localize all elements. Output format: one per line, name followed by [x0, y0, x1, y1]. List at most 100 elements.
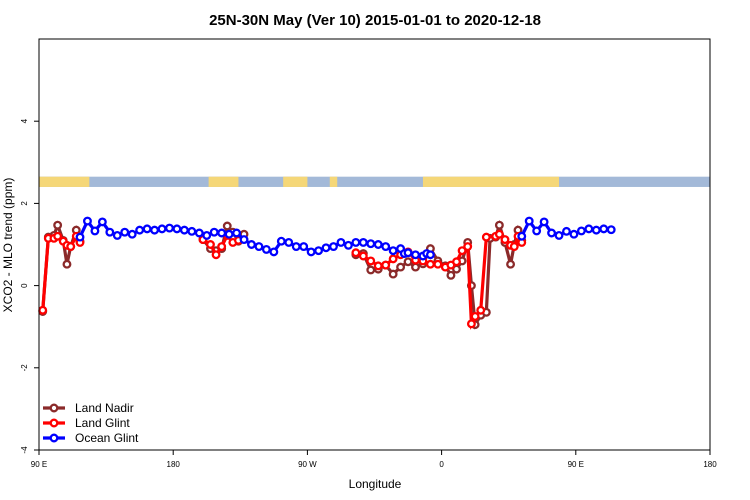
- series-ocean-glint: [75, 216, 616, 261]
- x-tick-label: 180: [167, 460, 181, 469]
- data-point: [329, 242, 338, 252]
- land-segment-1: [208, 176, 239, 187]
- data-point: [425, 259, 435, 269]
- data-point: [343, 240, 353, 250]
- chart-title: 25N-30N May (Ver 10) 2015-01-01 to 2020-…: [209, 12, 541, 29]
- data-point: [366, 256, 376, 266]
- data-point: [194, 228, 204, 238]
- data-point: [463, 242, 473, 252]
- data-point: [366, 239, 376, 249]
- data-point: [202, 231, 212, 240]
- land-segment-0: [39, 176, 90, 187]
- data-point: [373, 240, 383, 249]
- legend-label: Land Glint: [75, 416, 130, 430]
- plot-frame: [38, 38, 711, 451]
- data-point: [66, 242, 76, 252]
- data-point: [509, 242, 519, 252]
- legend-marker: [49, 433, 59, 443]
- data-point: [381, 260, 391, 270]
- data-point: [532, 226, 542, 236]
- data-point: [179, 225, 189, 235]
- data-point: [494, 229, 504, 239]
- legend-item: Ocean Glint: [43, 431, 139, 445]
- data-point: [135, 225, 145, 235]
- data-point: [599, 224, 609, 234]
- land-segment-3: [329, 176, 338, 187]
- data-point: [506, 259, 516, 269]
- data-point: [539, 217, 549, 227]
- data-point: [172, 224, 182, 234]
- data-point: [53, 220, 63, 230]
- data-point: [411, 262, 420, 272]
- data-point: [97, 217, 107, 227]
- data-point: [433, 259, 443, 269]
- data-point: [217, 228, 227, 238]
- data-point: [403, 248, 413, 258]
- data-point: [112, 231, 122, 240]
- data-point: [494, 220, 504, 230]
- data-point: [127, 229, 137, 239]
- data-point: [388, 254, 398, 264]
- y-axis-label: XCO2 - MLO trend (ppm): [1, 178, 15, 313]
- data-point: [269, 247, 279, 257]
- x-tick-label: 90 W: [298, 460, 317, 469]
- data-point: [314, 246, 324, 256]
- data-point: [500, 235, 510, 245]
- data-point: [381, 242, 391, 252]
- data-point: [150, 225, 160, 235]
- data-point: [562, 226, 571, 236]
- data-point: [452, 257, 461, 267]
- data-point: [584, 224, 594, 234]
- data-point: [75, 232, 85, 242]
- data-point: [466, 319, 476, 329]
- data-point: [457, 246, 467, 256]
- data-point: [105, 227, 115, 237]
- data-point: [165, 223, 174, 233]
- data-point: [261, 244, 271, 254]
- data-point: [358, 251, 368, 261]
- data-point: [247, 240, 256, 249]
- plot-area: [38, 176, 710, 330]
- data-point: [358, 237, 368, 247]
- data-point: [206, 240, 215, 249]
- legend-item: Land Nadir: [43, 401, 134, 415]
- data-point: [446, 270, 456, 280]
- data-point: [470, 311, 480, 321]
- data-point: [606, 225, 616, 235]
- data-point: [351, 248, 361, 258]
- y-tick-label: -2: [20, 364, 29, 372]
- data-point: [38, 305, 48, 315]
- data-point: [90, 226, 100, 236]
- data-point: [239, 235, 249, 245]
- data-point: [83, 216, 92, 226]
- data-point: [524, 216, 534, 226]
- data-point: [276, 236, 286, 246]
- data-point: [306, 247, 316, 257]
- x-axis: 90 E 180 90 W 0 90 E 180: [31, 450, 717, 469]
- legend-marker: [49, 403, 59, 413]
- data-point: [576, 226, 586, 236]
- data-point: [388, 246, 398, 256]
- legend-label: Ocean Glint: [75, 431, 139, 445]
- data-point: [254, 242, 264, 252]
- y-tick-label: 4: [20, 118, 29, 123]
- data-point: [211, 250, 221, 260]
- x-tick-label: 90 E: [31, 460, 47, 469]
- data-point: [547, 228, 557, 238]
- data-point: [142, 224, 152, 234]
- data-point: [591, 225, 601, 235]
- data-point: [373, 261, 383, 271]
- legend-label: Land Nadir: [75, 401, 134, 415]
- data-point: [425, 250, 435, 260]
- data-point: [481, 232, 491, 242]
- x-axis-label: Longitude: [349, 477, 402, 491]
- legend-item: Land Glint: [43, 416, 130, 430]
- data-point: [403, 257, 413, 267]
- data-point: [53, 231, 63, 241]
- data-point: [157, 224, 167, 234]
- data-point: [187, 226, 197, 236]
- data-point: [476, 305, 486, 315]
